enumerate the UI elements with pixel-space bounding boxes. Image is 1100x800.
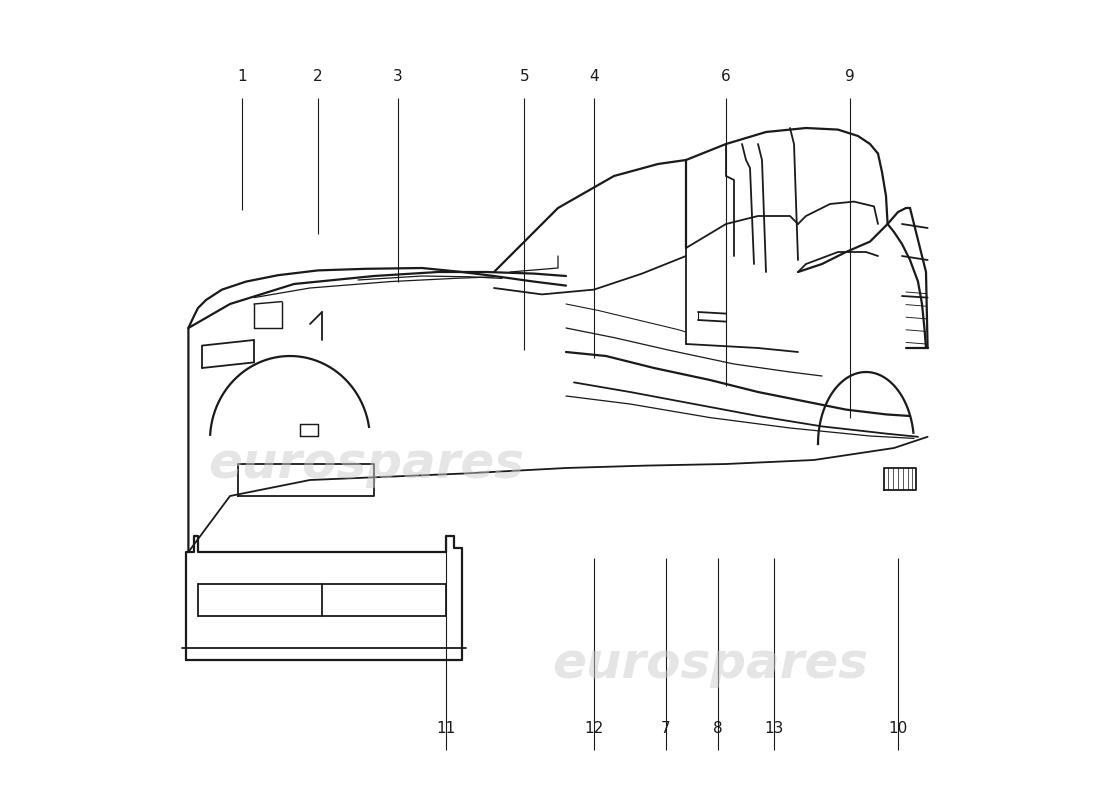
Text: 3: 3	[393, 69, 403, 84]
Text: eurospares: eurospares	[208, 440, 524, 488]
Text: 4: 4	[590, 69, 598, 84]
Text: 13: 13	[764, 721, 783, 736]
Text: 8: 8	[713, 721, 723, 736]
Text: eurospares: eurospares	[552, 640, 868, 688]
Text: 5: 5	[519, 69, 529, 84]
Text: 7: 7	[661, 721, 671, 736]
Text: 9: 9	[845, 69, 855, 84]
Text: 12: 12	[584, 721, 604, 736]
Text: 11: 11	[437, 721, 455, 736]
Text: 1: 1	[238, 69, 246, 84]
Text: 2: 2	[314, 69, 322, 84]
Text: 10: 10	[889, 721, 908, 736]
Text: 6: 6	[722, 69, 730, 84]
